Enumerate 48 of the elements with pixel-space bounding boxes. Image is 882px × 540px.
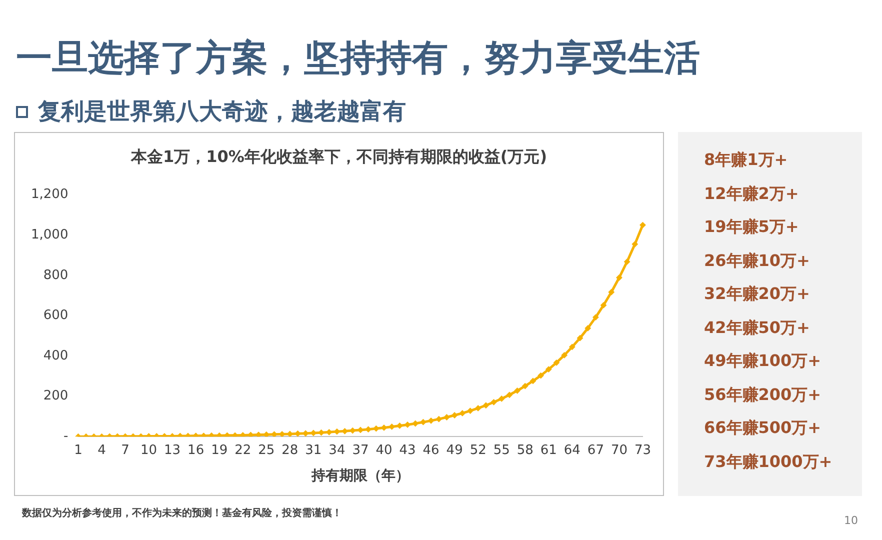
x-tick-label: 22 — [234, 442, 252, 458]
text: 12年赚2万+ — [704, 184, 800, 204]
x-tick-label: 10 — [140, 442, 158, 458]
x-tick-label: 73 — [634, 442, 651, 458]
text: 42年赚50万+ — [704, 318, 811, 338]
y-tick-label: 1,200 — [31, 187, 68, 202]
text: 56年赚200万+ — [704, 384, 822, 406]
chart-subtitle: 复利是世界第八大奇迹，越老越富有 — [38, 98, 406, 127]
y-tick-label: 600 — [43, 308, 68, 324]
x-tick-label: 70 — [610, 442, 628, 458]
text: 32年赚20万+ — [704, 284, 811, 305]
x-tick-label: 13 — [164, 442, 181, 458]
x-tick-label: 37 — [352, 442, 369, 458]
text: 66年赚500万+ — [704, 418, 822, 439]
text: 73年赚1000万+ — [704, 452, 834, 472]
y-tick-label: 400 — [43, 348, 68, 364]
text: 数据仅为分析参考使用，不作为未来的预测！基金有风险，投资需谨慎！ — [22, 506, 342, 520]
chart-title: 一旦选择了方案，坚持持有，努力享受生活 — [16, 37, 700, 81]
x-tick-label: 67 — [587, 442, 604, 458]
text: 26年赚10万+ — [704, 250, 811, 272]
x-tick-label: 49 — [446, 442, 463, 458]
x-axis-title: 持有期限（年） — [310, 468, 410, 484]
x-tick-label: 34 — [328, 442, 346, 458]
y-tick-label: 800 — [43, 268, 68, 283]
y-tick-label: - — [64, 428, 69, 444]
x-tick-label: 16 — [188, 442, 204, 458]
x-tick-label: 4 — [98, 442, 106, 458]
x-tick-label: 19 — [211, 442, 228, 458]
x-tick-label: 1 — [74, 442, 82, 458]
x-tick-label: 52 — [470, 442, 486, 458]
x-tick-label: 7 — [121, 442, 130, 458]
x-tick-label: 46 — [422, 442, 440, 458]
x-tick-label: 55 — [493, 442, 510, 458]
x-tick-label: 58 — [516, 442, 534, 458]
y-tick-label: 200 — [43, 388, 68, 404]
x-tick-label: 40 — [376, 442, 392, 458]
text: 19年赚5万+ — [704, 217, 800, 238]
text: 49年赚100万+ — [704, 351, 822, 372]
text: 10 — [844, 514, 858, 527]
text: 8年赚1万+ — [704, 150, 789, 171]
x-tick-label: 43 — [399, 442, 416, 458]
text: 本金1万，10%年化收益率下，不同持有期限的收益(万元) — [130, 147, 548, 168]
x-tick-label: 28 — [282, 442, 298, 458]
x-tick-label: 31 — [305, 442, 322, 458]
x-tick-label: 61 — [540, 442, 557, 458]
x-tick-label: 25 — [258, 442, 275, 458]
y-tick-label: 1,000 — [31, 227, 68, 242]
x-tick-label: 64 — [564, 442, 580, 458]
